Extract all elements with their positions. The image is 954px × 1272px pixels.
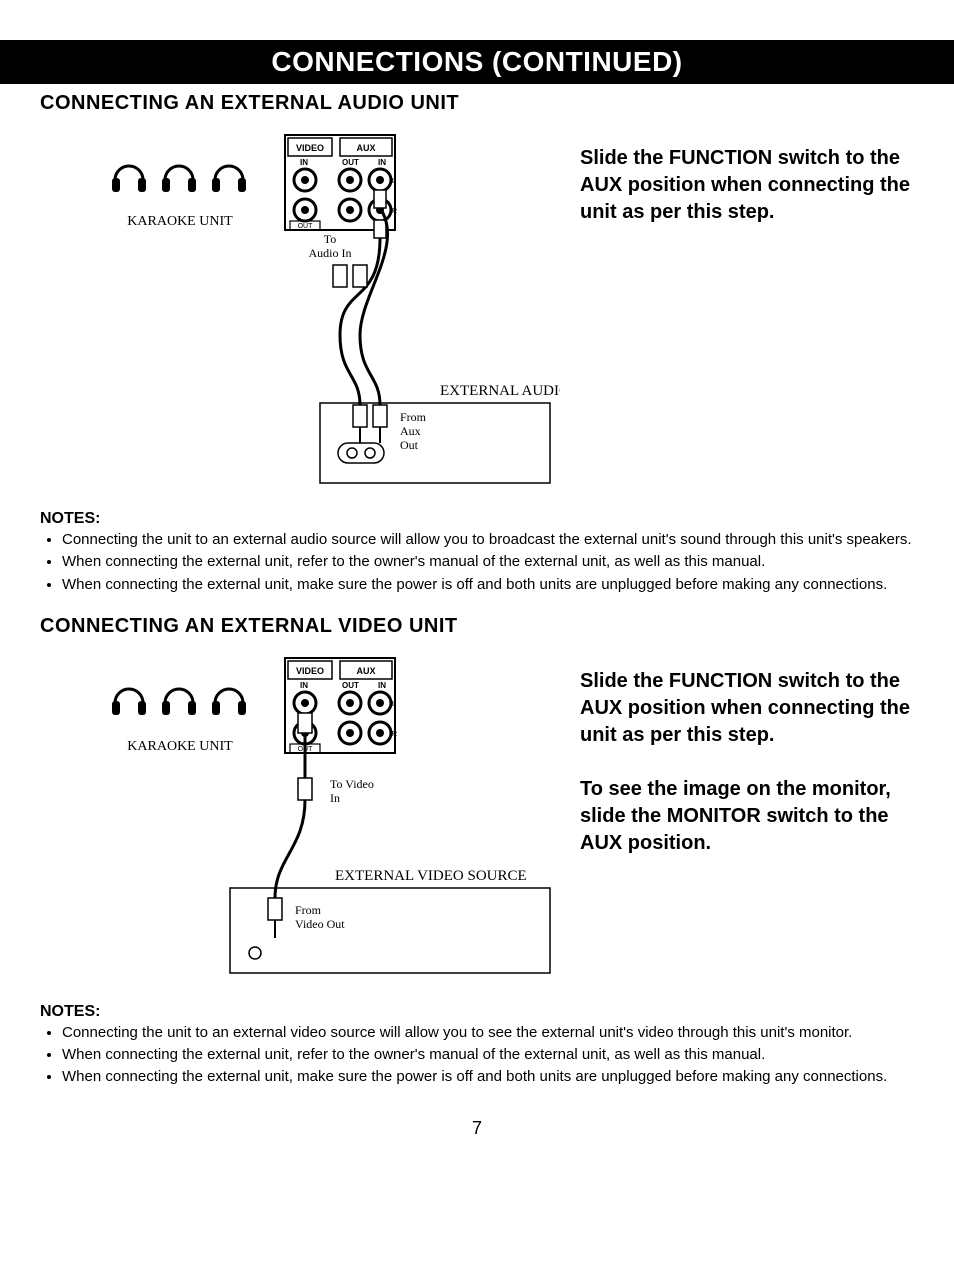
svg-text:KARAOKE UNIT: KARAOKE UNIT	[127, 214, 233, 229]
audio-notes-list: Connecting the unit to an external audio…	[40, 530, 914, 595]
svg-text:IN: IN	[378, 158, 386, 167]
video-diagram: VIDEO AUX IN OUT IN L OUT	[40, 648, 560, 993]
svg-text:Audio In: Audio In	[309, 246, 352, 260]
svg-text:To Video: To Video	[330, 777, 374, 791]
audio-diagram-row: VIDEO AUX IN OUT IN L OUT	[40, 125, 914, 500]
video-side-text-2: To see the image on the monitor, slide t…	[580, 776, 914, 857]
video-side-text: Slide the FUNCTION switch to the AUX pos…	[580, 648, 914, 857]
svg-text:EXTERNAL VIDEO SOURCE: EXTERNAL VIDEO SOURCE	[335, 868, 527, 884]
page-number: 7	[40, 1118, 914, 1139]
list-item: Connecting the unit to an external video…	[62, 1023, 914, 1043]
svg-text:OUT: OUT	[342, 681, 359, 690]
video-side-text-1: Slide the FUNCTION switch to the AUX pos…	[580, 668, 914, 749]
svg-text:Out: Out	[400, 438, 419, 452]
audio-subheading: CONNECTING AN EXTERNAL AUDIO UNIT	[40, 92, 914, 115]
svg-text:OUT: OUT	[298, 223, 314, 230]
svg-text:AUX: AUX	[356, 143, 375, 153]
svg-text:Aux: Aux	[400, 424, 421, 438]
svg-text:KARAOKE UNIT: KARAOKE UNIT	[127, 739, 233, 754]
audio-notes-heading: NOTES:	[40, 510, 914, 528]
video-notes-list: Connecting the unit to an external video…	[40, 1023, 914, 1088]
svg-text:IN: IN	[378, 681, 386, 690]
list-item: When connecting the external unit, make …	[62, 575, 914, 595]
list-item: When connecting the external unit, make …	[62, 1067, 914, 1087]
svg-text:From: From	[400, 410, 427, 424]
svg-text:AUX: AUX	[356, 666, 375, 676]
svg-text:In: In	[330, 791, 340, 805]
list-item: When connecting the external unit, refer…	[62, 552, 914, 572]
audio-diagram: VIDEO AUX IN OUT IN L OUT	[40, 125, 560, 500]
svg-text:L: L	[392, 178, 396, 185]
svg-text:VIDEO: VIDEO	[296, 143, 324, 153]
audio-side-text: Slide the FUNCTION switch to the AUX pos…	[580, 125, 914, 226]
video-subheading: CONNECTING AN EXTERNAL VIDEO UNIT	[40, 615, 914, 638]
svg-text:To: To	[324, 232, 337, 246]
svg-text:VIDEO: VIDEO	[296, 666, 324, 676]
svg-text:OUT: OUT	[342, 158, 359, 167]
video-notes-heading: NOTES:	[40, 1003, 914, 1021]
svg-text:R: R	[392, 731, 397, 738]
svg-text:Video Out: Video Out	[295, 917, 345, 931]
video-diagram-row: VIDEO AUX IN OUT IN L OUT	[40, 648, 914, 993]
svg-text:From: From	[295, 903, 322, 917]
svg-text:L: L	[392, 701, 396, 708]
list-item: Connecting the unit to an external audio…	[62, 530, 914, 550]
svg-text:R: R	[392, 208, 397, 215]
page: CONNECTIONS (CONTINUED) CONNECTING AN EX…	[0, 40, 954, 1179]
list-item: When connecting the external unit, refer…	[62, 1045, 914, 1065]
svg-text:IN: IN	[300, 158, 308, 167]
svg-text:IN: IN	[300, 681, 308, 690]
title-bar: CONNECTIONS (CONTINUED)	[0, 40, 954, 84]
svg-text:EXTERNAL AUDIO SOURCE: EXTERNAL AUDIO SOURCE	[440, 383, 560, 399]
